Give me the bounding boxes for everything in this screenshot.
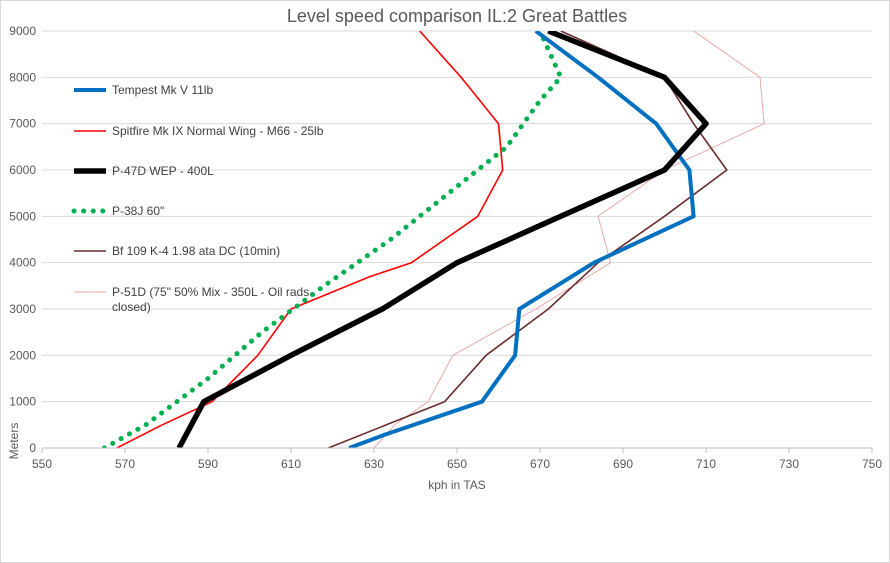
legend-label-4: Bf 109 K-4 1.98 ata DC (10min) bbox=[112, 244, 280, 258]
y-tick-label: 4000 bbox=[9, 256, 36, 270]
x-tick-label: 630 bbox=[364, 457, 384, 471]
x-tick-label: 690 bbox=[613, 457, 633, 471]
x-tick-label: 730 bbox=[779, 457, 799, 471]
x-tick-label: 550 bbox=[32, 457, 52, 471]
series-line-2 bbox=[176, 31, 709, 448]
legend-label-5: P-51D (75" 50% Mix - 350L - Oil rads clos… bbox=[112, 285, 309, 314]
x-tick-label: 610 bbox=[281, 457, 301, 471]
x-tick-label: 570 bbox=[115, 457, 135, 471]
x-tick-label: 650 bbox=[447, 457, 467, 471]
legend-label-1: Spitfire Mk IX Normal Wing - M66 - 25lb bbox=[112, 124, 324, 138]
legend-label-2: P-47D WEP - 400L bbox=[112, 164, 214, 178]
legend-label-0: Tempest Mk V 11lb bbox=[112, 83, 213, 97]
y-tick-label: 7000 bbox=[9, 117, 36, 131]
x-axis-title: kph in TAS bbox=[428, 478, 486, 492]
grid-layer bbox=[42, 30, 872, 403]
series-line-3 bbox=[101, 31, 564, 448]
y-tick-label: 3000 bbox=[9, 302, 36, 316]
series-layer bbox=[101, 31, 765, 448]
legend-label-3: P-38J 60" bbox=[112, 204, 164, 218]
y-tick-label: 1000 bbox=[9, 395, 36, 409]
y-axis-title: Meters bbox=[7, 423, 21, 460]
legend-label-line: P-51D (75" 50% Mix - 350L - Oil rads bbox=[112, 285, 309, 299]
x-tick-label: 590 bbox=[198, 457, 218, 471]
y-tick-label: 5000 bbox=[9, 209, 36, 223]
legend-label-line: closed) bbox=[112, 300, 151, 314]
chart-title: Level speed comparison IL:2 Great Battle… bbox=[287, 6, 627, 26]
series-line-5 bbox=[373, 31, 765, 448]
y-tick-label: 6000 bbox=[9, 163, 36, 177]
series-line-0 bbox=[348, 31, 696, 448]
y-tick-label: 2000 bbox=[9, 348, 36, 362]
x-tick-label: 710 bbox=[696, 457, 716, 471]
y-tick-label: 9000 bbox=[9, 24, 36, 38]
x-tick-label: 750 bbox=[862, 457, 882, 471]
axis-layer: 0 1000 2000 3000 4000 5000 6000 7000 8000 9000 550… bbox=[9, 24, 882, 471]
y-tick-label: 0 bbox=[29, 441, 36, 455]
x-tick-label: 670 bbox=[530, 457, 550, 471]
y-tick-label: 8000 bbox=[9, 70, 36, 84]
legend-layer: Tempest Mk V 11lb Spitfire Mk IX Normal W… bbox=[71, 83, 324, 314]
